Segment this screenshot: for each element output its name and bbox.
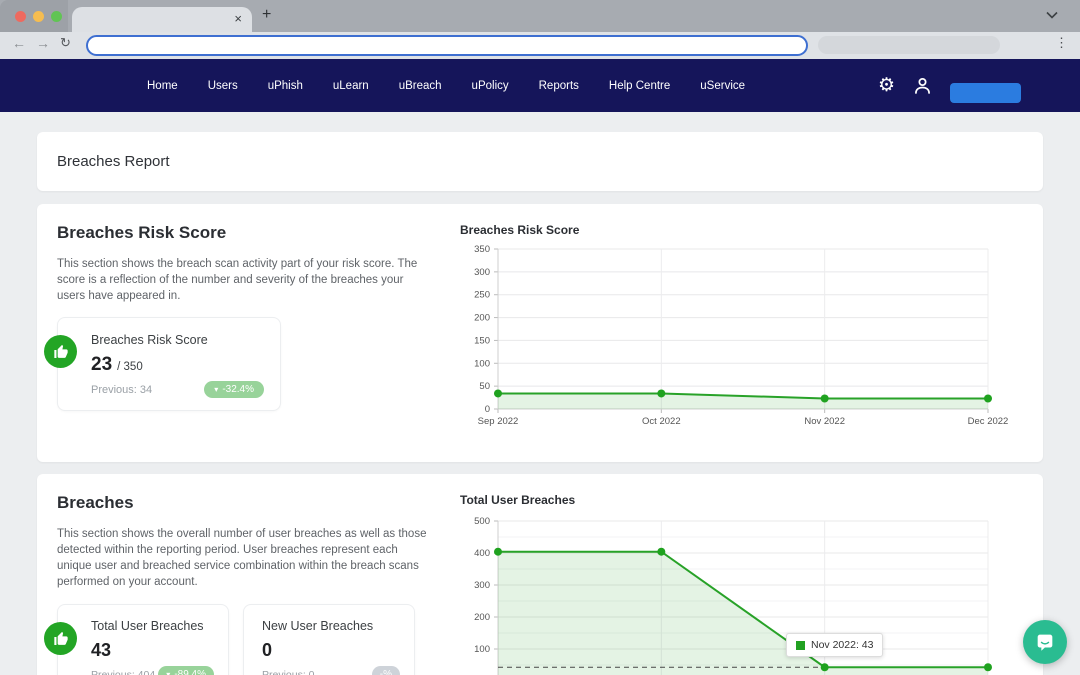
risk-delta-value: -32.4% bbox=[222, 384, 254, 395]
svg-text:350: 350 bbox=[474, 244, 490, 255]
new-breaches-stat-card: New User Breaches 0 Previous: 0 -% bbox=[243, 604, 415, 675]
address-bar[interactable] bbox=[86, 35, 808, 56]
thumbs-up-badge bbox=[44, 622, 77, 655]
breaches-section-heading: Breaches bbox=[57, 493, 134, 512]
chat-launcher-button[interactable] bbox=[1023, 620, 1067, 664]
reload-icon[interactable]: ↻ bbox=[60, 35, 71, 50]
forward-icon[interactable]: → bbox=[36, 35, 50, 51]
main-content: Breaches Report Breaches Risk Score This… bbox=[0, 112, 1080, 675]
risk-section-heading: Breaches Risk Score bbox=[57, 223, 227, 242]
nav-item-home[interactable]: Home bbox=[147, 79, 178, 92]
svg-text:250: 250 bbox=[474, 290, 490, 301]
svg-text:300: 300 bbox=[474, 580, 490, 591]
window-zoom-button[interactable] bbox=[51, 11, 62, 22]
browser-menu-icon[interactable]: ⋮ bbox=[1055, 35, 1068, 50]
risk-delta-badge: ▾ -32.4% bbox=[204, 381, 264, 398]
risk-score-stat-card: Breaches Risk Score 23 / 350 Previous: 3… bbox=[44, 317, 281, 411]
risk-card-previous: Previous: 34 bbox=[91, 383, 153, 396]
risk-section-description: This section shows the breach scan activ… bbox=[57, 258, 418, 302]
total-breaches-label: Total User Breaches bbox=[91, 619, 204, 633]
new-breaches-previous: Previous: 0 bbox=[262, 668, 315, 675]
thumbs-up-badge bbox=[44, 335, 77, 368]
user-account-icon[interactable] bbox=[912, 75, 933, 96]
tab-close-icon[interactable]: × bbox=[234, 11, 242, 26]
window-controls bbox=[0, 0, 68, 32]
nav-item-upolicy[interactable]: uPolicy bbox=[471, 79, 509, 92]
caret-down-icon: ▾ bbox=[166, 669, 171, 675]
svg-text:150: 150 bbox=[474, 335, 490, 346]
total-breaches-delta-value: -89.4% bbox=[174, 669, 206, 675]
nav-item-uservice[interactable]: uService bbox=[700, 79, 746, 92]
risk-card-label: Breaches Risk Score bbox=[91, 333, 208, 347]
risk-chart-title: Breaches Risk Score bbox=[460, 223, 580, 237]
thumbs-up-icon bbox=[53, 344, 68, 358]
window-minimize-button[interactable] bbox=[33, 11, 44, 22]
svg-text:300: 300 bbox=[474, 267, 490, 278]
svg-text:500: 500 bbox=[474, 516, 490, 527]
back-icon[interactable]: ← bbox=[12, 35, 26, 51]
app-navbar: Home Users uPhish uLearn uBreach uPolicy… bbox=[0, 59, 1080, 112]
svg-text:100: 100 bbox=[474, 358, 490, 369]
new-breaches-delta-value: -% bbox=[379, 669, 392, 675]
caret-down-icon: ▾ bbox=[214, 384, 219, 394]
nav-item-uphish[interactable]: uPhish bbox=[267, 79, 303, 92]
report-title-card: Breaches Report bbox=[37, 132, 1043, 191]
svg-text:Oct 2022: Oct 2022 bbox=[642, 416, 681, 427]
nav-menu: Home Users uPhish uLearn uBreach uPolicy… bbox=[147, 80, 745, 92]
risk-score-section: Breaches Risk Score This section shows t… bbox=[37, 204, 1043, 462]
svg-text:Dec 2022: Dec 2022 bbox=[968, 416, 1009, 427]
chat-bubble-icon bbox=[1037, 634, 1053, 651]
page-title: Breaches Report bbox=[57, 153, 170, 170]
nav-item-ubreach[interactable]: uBreach bbox=[398, 79, 442, 92]
settings-gear-icon[interactable]: ⚙ bbox=[877, 75, 895, 96]
tooltip-label: Nov 2022: 43 bbox=[811, 639, 874, 651]
breaches-section: Breaches This section shows the overall … bbox=[37, 474, 1043, 675]
svg-text:400: 400 bbox=[474, 548, 490, 559]
svg-text:50: 50 bbox=[479, 381, 490, 392]
thumbs-up-icon bbox=[53, 631, 68, 645]
browser-toolbar: ← → ↻ ⋮ bbox=[0, 32, 1080, 59]
breaches-section-description: This section shows the overall number of… bbox=[57, 528, 427, 588]
svg-text:Nov 2022: Nov 2022 bbox=[804, 416, 845, 427]
total-breaches-previous: Previous: 404 bbox=[91, 668, 156, 675]
total-breaches-stat-card: Total User Breaches 43 Previous: 404 ▾ -… bbox=[44, 604, 229, 675]
secondary-toolbar-field[interactable] bbox=[818, 36, 1000, 54]
new-tab-button[interactable]: + bbox=[262, 6, 272, 23]
browser-tabstrip: × + bbox=[0, 0, 1080, 32]
svg-text:100: 100 bbox=[474, 644, 490, 655]
new-breaches-value: 0 bbox=[262, 640, 273, 660]
svg-text:Sep 2022: Sep 2022 bbox=[478, 416, 519, 427]
risk-card-value: 23 bbox=[91, 354, 113, 375]
risk-card-max: / 350 bbox=[117, 361, 143, 373]
nav-item-reports[interactable]: Reports bbox=[538, 79, 579, 92]
new-breaches-label: New User Breaches bbox=[262, 619, 374, 633]
total-breaches-delta-badge: ▾ -89.4% bbox=[158, 666, 214, 675]
svg-text:200: 200 bbox=[474, 612, 490, 623]
new-breaches-delta-badge: -% bbox=[371, 666, 400, 675]
total-breaches-value: 43 bbox=[91, 640, 112, 660]
series-marker-icon bbox=[796, 640, 805, 650]
risk-chart: 0 50 100 150 200 250 300 350 Sep 2022 Oct 2022 Nov… bbox=[460, 243, 1023, 448]
chart-tooltip: Nov 2022: 43 bbox=[786, 633, 884, 657]
browser-tab[interactable]: × bbox=[72, 7, 252, 32]
chevron-down-icon[interactable] bbox=[1046, 11, 1058, 19]
svg-text:200: 200 bbox=[474, 313, 490, 324]
nav-item-ulearn[interactable]: uLearn bbox=[332, 79, 369, 92]
total-breaches-chart-title: Total User Breaches bbox=[460, 493, 576, 507]
nav-item-users[interactable]: Users bbox=[207, 79, 238, 92]
nav-item-help-centre[interactable]: Help Centre bbox=[608, 79, 671, 92]
window-close-button[interactable] bbox=[15, 11, 26, 22]
primary-action-button[interactable] bbox=[950, 82, 1021, 103]
svg-text:0: 0 bbox=[485, 404, 490, 415]
